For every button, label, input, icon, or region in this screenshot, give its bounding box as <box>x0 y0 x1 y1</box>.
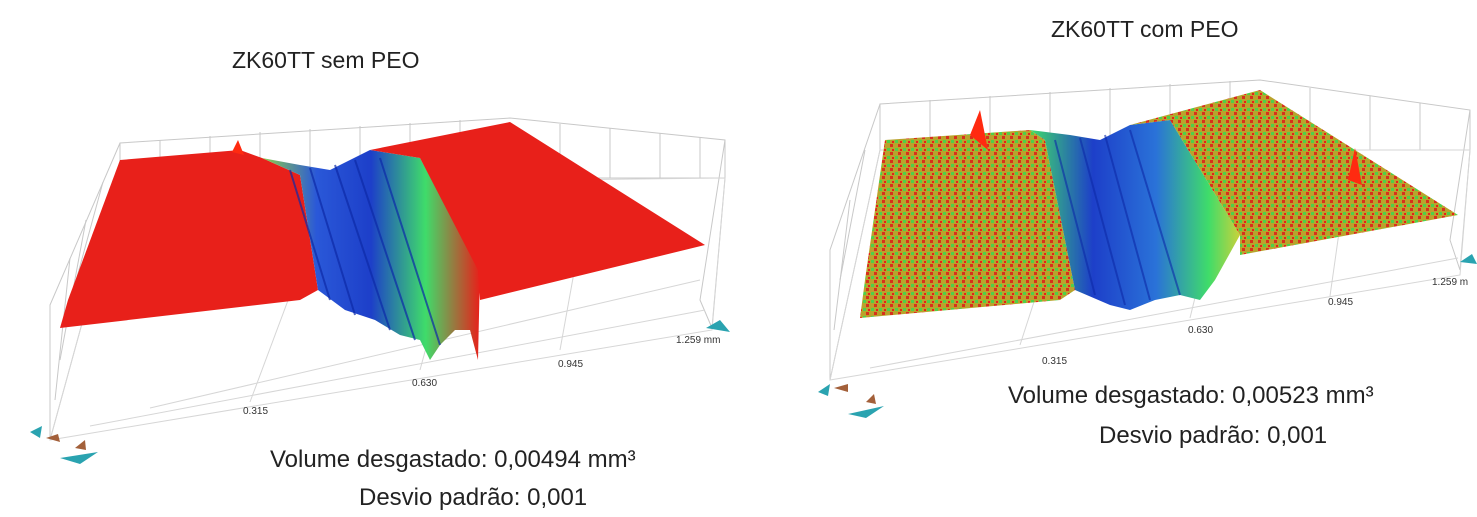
surface-region-right <box>1130 90 1458 255</box>
surface-plot-3d: 0.315 0.630 0.945 1.259 m <box>818 79 1477 418</box>
surface-peak <box>232 140 244 155</box>
wear-track <box>262 150 480 360</box>
orientation-icon <box>818 384 884 418</box>
surface-peak <box>970 110 988 150</box>
orientation-icon <box>30 426 98 464</box>
surface-region-left <box>860 130 1075 318</box>
axis-tick-label: 0.945 <box>558 359 583 370</box>
orientation-icon <box>1460 254 1477 264</box>
axis-tick-label: 0.945 <box>1328 297 1353 308</box>
axis-tick-label: 1.259 m <box>1432 277 1468 288</box>
wear-track-ridges <box>1054 129 1181 306</box>
surface-region-right <box>370 122 705 300</box>
axis-tick-label: 0.315 <box>1042 356 1067 367</box>
axis-tick-label: 0.630 <box>412 378 437 389</box>
panel-com-peo: ZK60TT com PEO <box>770 0 1477 517</box>
surface-plot-3d: 0.315 0.630 0.945 1.259 mm <box>30 117 730 464</box>
axis-tick-label: 0.315 <box>243 406 268 417</box>
panel-sem-peo: ZK60TT sem PEO <box>30 47 730 511</box>
panel-title: ZK60TT sem PEO <box>232 47 420 73</box>
axis-tick-label: 1.259 mm <box>676 335 720 346</box>
wear-track-ridges <box>289 157 441 346</box>
axis-tick-label: 0.630 <box>1188 325 1213 336</box>
orientation-icon <box>706 320 730 332</box>
volume-text: Volume desgastado: 0,00494 mm³ <box>270 446 636 473</box>
std-dev-text: Desvio padrão: 0,001 <box>359 484 588 511</box>
std-dev-text: Desvio padrão: 0,001 <box>1099 422 1328 449</box>
grid-right-wall <box>699 139 726 329</box>
wear-track <box>1030 120 1240 310</box>
panel-title: ZK60TT com PEO <box>1051 16 1239 42</box>
surface-region-left <box>60 150 318 328</box>
volume-text: Volume desgastado: 0,00523 mm³ <box>1008 382 1374 409</box>
surface-peak <box>1348 148 1362 185</box>
